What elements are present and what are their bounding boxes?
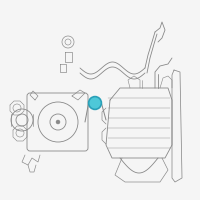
Circle shape (89, 97, 101, 109)
Circle shape (56, 120, 60, 124)
